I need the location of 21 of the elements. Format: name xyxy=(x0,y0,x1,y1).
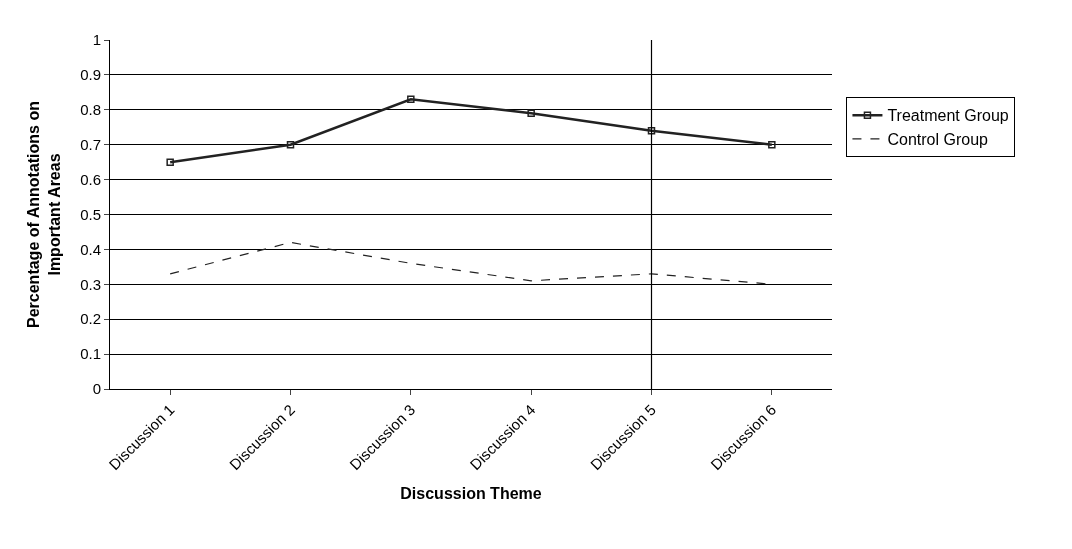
y-tick-label: 0.2 xyxy=(80,310,101,328)
y-tick-label: 0.4 xyxy=(80,240,101,258)
point xyxy=(166,158,174,166)
y-tick-label: 0.7 xyxy=(80,135,101,153)
y-tick-label: 0.3 xyxy=(80,275,101,293)
y-tick-label: 0 xyxy=(92,380,101,398)
y-tick-label: 0.8 xyxy=(80,101,101,119)
point xyxy=(407,95,415,104)
y-tick-label: 0.9 xyxy=(80,66,101,84)
y-tick-label: 0.1 xyxy=(80,345,101,363)
point xyxy=(768,140,776,149)
y-tick-label: 0.6 xyxy=(80,170,101,188)
y-axis-title: Percentage of Annotations on Important Areas xyxy=(25,101,64,328)
point xyxy=(286,140,295,149)
x-axis-title: Discussion Theme xyxy=(400,484,542,502)
point xyxy=(647,126,656,135)
legend-label: Treatment Group xyxy=(887,107,1009,125)
point xyxy=(527,109,535,118)
y-tick-label: 0.5 xyxy=(80,205,101,223)
y-tick-label: 1 xyxy=(92,31,101,49)
legend-label: Control Group xyxy=(887,131,989,149)
